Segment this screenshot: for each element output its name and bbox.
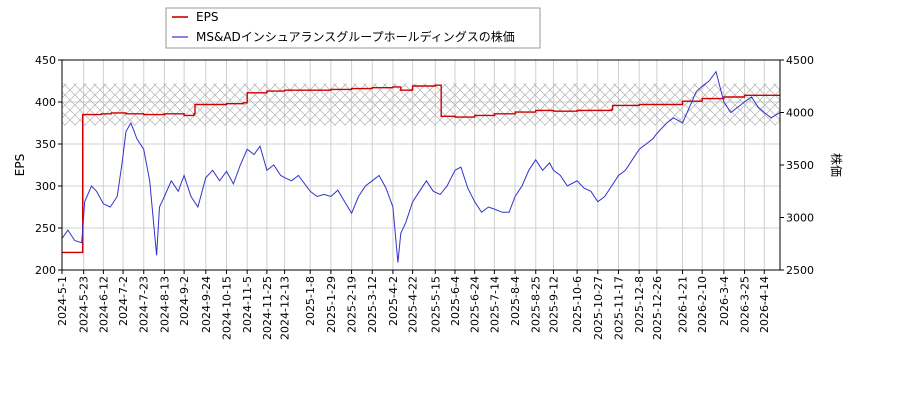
x-tick-label: 2024-11-5 [241, 276, 254, 333]
x-tick-label: 2025-12-26 [651, 276, 664, 340]
x-tick-label: 2024-5-23 [78, 276, 91, 333]
x-tick-label: 2024-7-2 [117, 276, 130, 326]
x-tick-label: 2025-3-12 [366, 276, 379, 333]
left-axis-title: EPS [13, 154, 27, 176]
x-axis: 2024-5-1 2024-5-23 2024-6-12 2024-7-2 2024-7… [56, 270, 771, 340]
x-tick-label: 2026-3-4 [718, 276, 731, 326]
right-axis: 2500 3000 3500 4000 4500 [780, 54, 814, 277]
x-tick-label: 2025-5-15 [429, 276, 442, 333]
legend-box [165, 7, 541, 49]
x-tick-label: 2025-11-17 [612, 276, 625, 340]
left-tick-label: 200 [35, 264, 56, 277]
left-tick-label: 300 [35, 180, 56, 193]
left-tick-label: 450 [35, 54, 56, 67]
x-tick-label: 2024-7-23 [138, 276, 151, 333]
x-tick-label: 2025-10-6 [571, 276, 584, 333]
x-tick-label: 2024-8-13 [158, 276, 171, 333]
legend: EPS MS&ADインシュアランスグループホールディングスの株価 [165, 7, 541, 49]
left-tick-label: 350 [35, 138, 56, 151]
right-axis-title: 株価 [829, 153, 844, 177]
right-tick-label: 3500 [786, 159, 814, 172]
legend-label-eps: EPS [196, 10, 218, 24]
x-tick-label: 2026-2-10 [696, 276, 709, 333]
x-tick-label: 2025-8-25 [530, 276, 543, 333]
x-tick-label: 2024-12-13 [279, 276, 292, 340]
left-tick-label: 400 [35, 96, 56, 109]
x-tick-label: 2024-9-2 [178, 276, 191, 326]
x-tick-label: 2025-9-12 [547, 276, 560, 333]
x-tick-label: 2024-9-24 [200, 276, 213, 333]
x-tick-label: 2025-12-8 [633, 276, 646, 333]
x-tick-label: 2025-4-2 [387, 276, 400, 326]
x-tick-label: 2024-10-15 [220, 276, 233, 340]
right-tick-label: 4000 [786, 107, 814, 120]
stock-price-series-line [62, 70, 780, 263]
x-tick-label: 2026-3-25 [739, 276, 752, 333]
x-tick-label: 2026-1-21 [676, 276, 689, 333]
x-tick-label: 2025-2-19 [346, 276, 359, 333]
x-tick-label: 2024-11-25 [261, 276, 274, 340]
x-tick-label: 2025-6-4 [449, 276, 462, 326]
x-tick-label: 2024-5-1 [56, 276, 69, 326]
legend-label-stock: MS&ADインシュアランスグループホールディングスの株価 [196, 29, 515, 44]
x-tick-label: 2025-10-27 [592, 276, 605, 340]
right-tick-label: 2500 [786, 264, 814, 277]
right-tick-label: 4500 [786, 54, 814, 67]
left-tick-label: 250 [35, 222, 56, 235]
x-tick-label: 2026-4-14 [758, 276, 771, 333]
x-tick-label: 2025-8-4 [509, 276, 522, 326]
x-tick-label: 2025-1-8 [304, 276, 317, 326]
x-tick-label: 2025-6-24 [469, 276, 482, 333]
x-tick-label: 2024-6-12 [97, 276, 110, 333]
x-tick-label: 2025-7-14 [488, 276, 501, 333]
right-tick-label: 3000 [786, 212, 814, 225]
x-tick-label: 2025-1-29 [325, 276, 338, 333]
x-tick-label: 2025-4-22 [407, 276, 420, 333]
left-axis: 200 250 300 350 400 450 [35, 54, 62, 277]
eps-series-line [62, 84, 780, 254]
